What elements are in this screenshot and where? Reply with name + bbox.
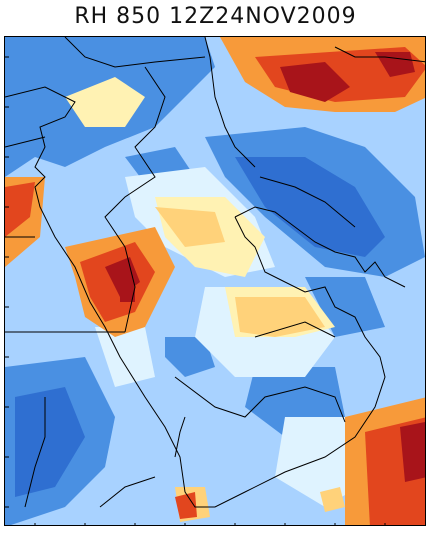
map-title: RH 850 12Z24NOV2009 bbox=[74, 4, 357, 29]
rh-map-panel bbox=[4, 36, 426, 526]
frame-ticks bbox=[5, 56, 386, 525]
orange-red-regions bbox=[5, 37, 425, 525]
coastlines-and-borders bbox=[5, 37, 425, 508]
rh-field-map bbox=[5, 37, 425, 525]
